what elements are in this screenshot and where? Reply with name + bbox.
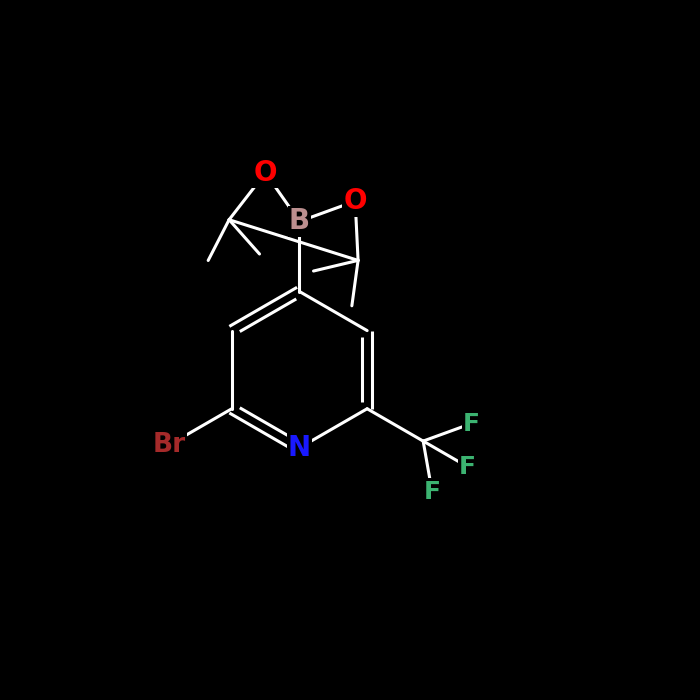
Text: N: N (288, 434, 311, 462)
Text: F: F (463, 412, 480, 435)
Text: O: O (344, 187, 367, 215)
Text: F: F (459, 455, 476, 479)
Text: F: F (424, 480, 440, 503)
Text: Br: Br (152, 432, 186, 458)
Text: O: O (253, 159, 277, 187)
Text: B: B (289, 207, 310, 235)
